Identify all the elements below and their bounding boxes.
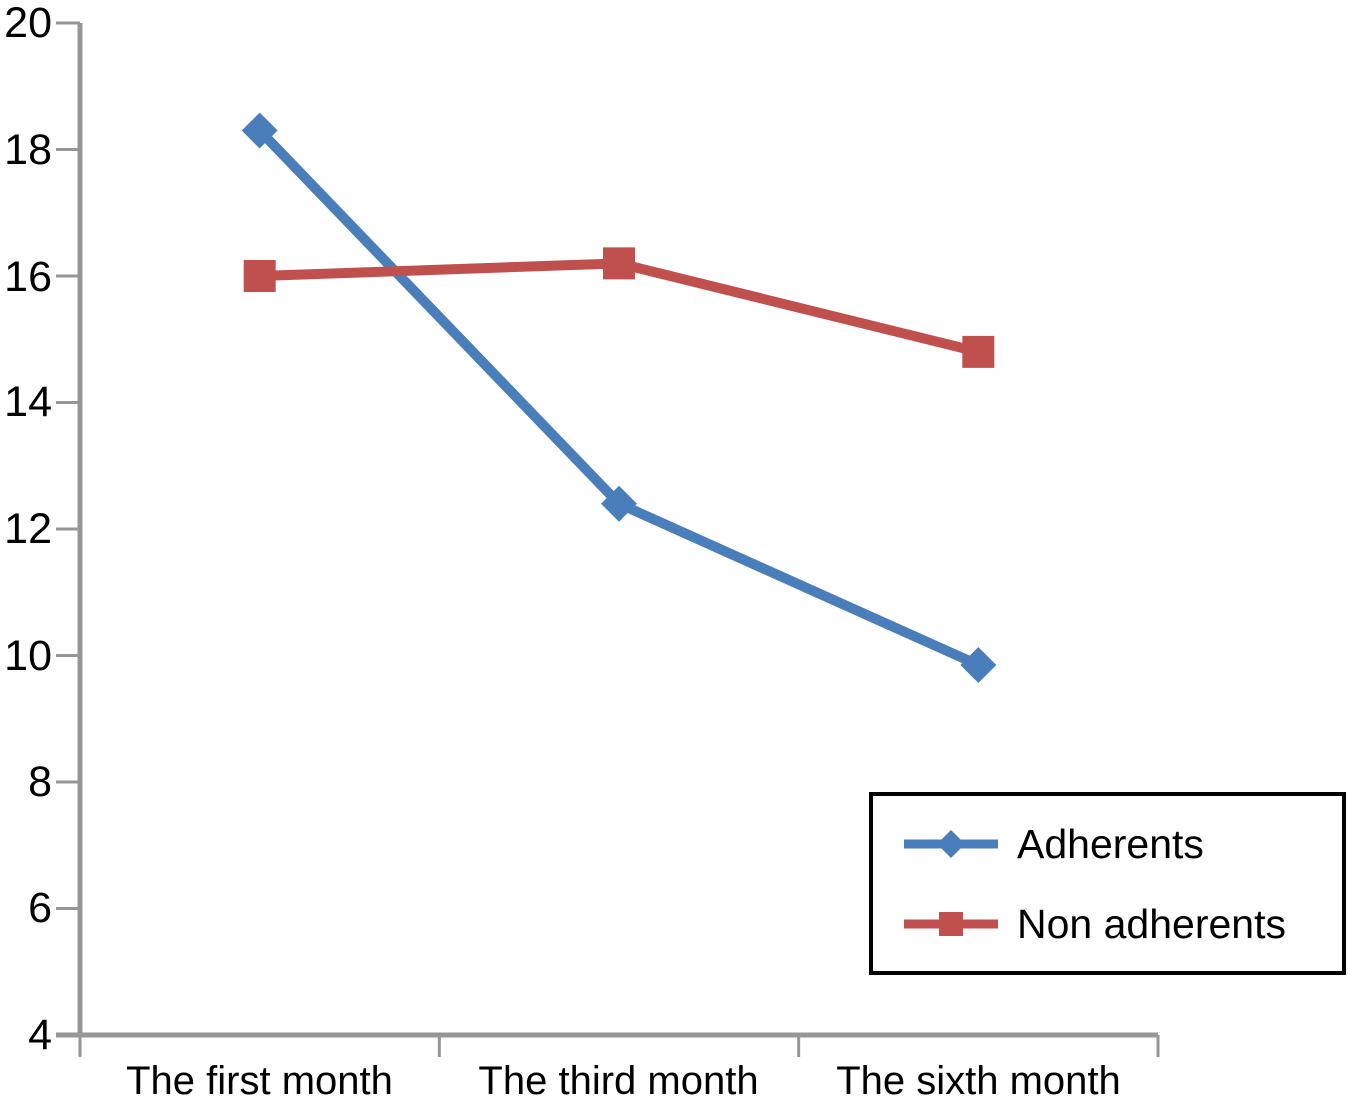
- y-tick-label: 18: [4, 126, 52, 174]
- non-adherents-line-marker-icon: [904, 911, 998, 936]
- legend: Adherents Non adherents: [869, 792, 1346, 975]
- y-tick-label: 10: [4, 632, 52, 680]
- legend-item-adherents: Adherents: [901, 821, 1342, 867]
- series-line-adherents: [256, 127, 981, 670]
- marker-adherents: [241, 112, 278, 149]
- adherents-line-marker-icon: [904, 829, 998, 858]
- marker-non-adherents: [243, 260, 276, 292]
- y-tick-label: 16: [4, 253, 52, 301]
- legend-label: Adherents: [1017, 820, 1204, 867]
- axis-ticks: [56, 21, 1160, 1057]
- y-tick-label: 6: [28, 884, 52, 932]
- marker-non-adherents: [603, 247, 635, 280]
- series-layer: [241, 112, 997, 683]
- x-category-label: The sixth month: [836, 1059, 1121, 1103]
- marker-adherents: [960, 646, 997, 683]
- legend-label: Non adherents: [1017, 900, 1286, 947]
- x-category-label: The first month: [126, 1059, 393, 1103]
- y-tick-label: 8: [28, 758, 52, 806]
- marker-non-adherents: [962, 335, 995, 368]
- y-tick-label: 14: [4, 378, 52, 426]
- legend-item-non-adherents: Non adherents: [901, 901, 1342, 947]
- x-category-label: The third month: [478, 1059, 759, 1103]
- y-tick-label: 20: [4, 0, 52, 47]
- marker-adherents: [601, 485, 637, 522]
- y-tick-label: 12: [4, 505, 52, 553]
- y-tick-label: 4: [28, 1011, 52, 1059]
